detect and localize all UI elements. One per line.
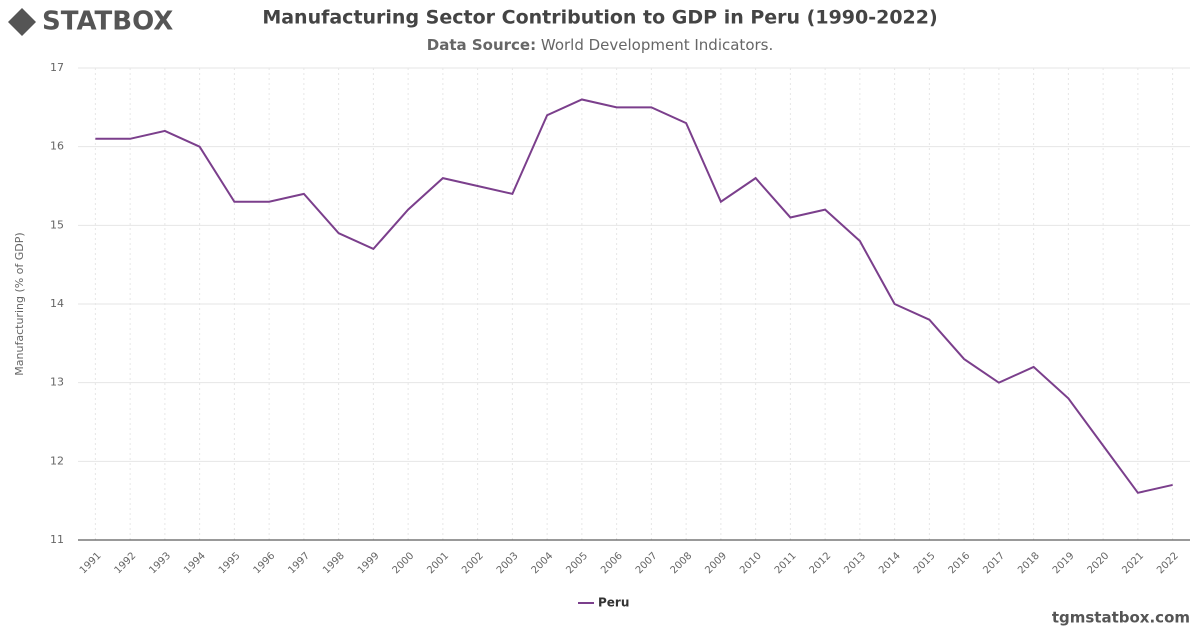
x-tick-label: 2012 xyxy=(808,550,834,576)
y-tick-label: 12 xyxy=(50,454,64,467)
x-tick-label: 1996 xyxy=(252,550,278,576)
x-tick-label: 2022 xyxy=(1155,550,1181,576)
x-tick-label: 1999 xyxy=(356,550,382,576)
x-tick-label: 2011 xyxy=(773,550,799,576)
x-tick-label: 1997 xyxy=(286,550,312,576)
logo: STATBOX xyxy=(8,7,173,37)
x-tick-label: 2018 xyxy=(1016,550,1042,576)
logo-icon xyxy=(8,8,36,36)
chart-subtitle: Data Source: World Development Indicator… xyxy=(427,36,774,54)
x-tick-label: 1994 xyxy=(182,550,208,576)
subtitle-text: World Development Indicators. xyxy=(541,36,773,54)
x-tick-label: 1991 xyxy=(78,550,104,576)
footer: tgmstatbox.com xyxy=(1052,609,1190,627)
x-tick-label: 1998 xyxy=(321,550,347,576)
x-tick-label: 1995 xyxy=(217,550,243,576)
x-tick-label: 2009 xyxy=(703,550,729,576)
x-tick-label: 2015 xyxy=(912,550,938,576)
line xyxy=(95,98,1173,494)
x-tick-label: 2001 xyxy=(425,550,451,576)
x-tick-label: 2017 xyxy=(981,550,1007,576)
y-tick-label: 11 xyxy=(50,533,64,546)
subtitle-label: Data Source: xyxy=(427,36,536,54)
legend-label: Peru xyxy=(598,596,629,610)
x-tick-label: 2013 xyxy=(842,550,868,576)
x-tick-label: 2005 xyxy=(564,550,590,576)
x-tick-label: 2002 xyxy=(460,550,486,576)
y-tick-label: 16 xyxy=(50,140,64,153)
y-tick-label: 14 xyxy=(50,297,64,310)
y-axis-label: Manufacturing (% of GDP) xyxy=(13,232,26,375)
x-tick-label: 1993 xyxy=(147,550,173,576)
x-tick-label: 2006 xyxy=(599,550,625,576)
x-tick-label: 2019 xyxy=(1051,550,1077,576)
y-tick-label: 15 xyxy=(50,218,64,231)
x-tick-label: 2003 xyxy=(495,550,521,576)
x-tick-label: 2016 xyxy=(947,550,973,576)
y-tick-label: 17 xyxy=(50,61,64,74)
chart-title: Manufacturing Sector Contribution to GDP… xyxy=(262,7,937,29)
x-tick-label: 2010 xyxy=(738,550,764,576)
x-tick-label: 2007 xyxy=(634,550,660,576)
x-tick-label: 2000 xyxy=(391,550,417,576)
x-tick-label: 1992 xyxy=(113,550,139,576)
x-tick-label: 2020 xyxy=(1086,550,1112,576)
x-tick-label: 2014 xyxy=(877,550,903,576)
y-tick-label: 13 xyxy=(50,376,64,389)
x-tick-label: 2021 xyxy=(1120,550,1146,576)
x-tick-label: 2008 xyxy=(669,550,695,576)
x-tick-label: 2004 xyxy=(530,550,556,576)
logo-text: STATBOX xyxy=(42,7,173,37)
